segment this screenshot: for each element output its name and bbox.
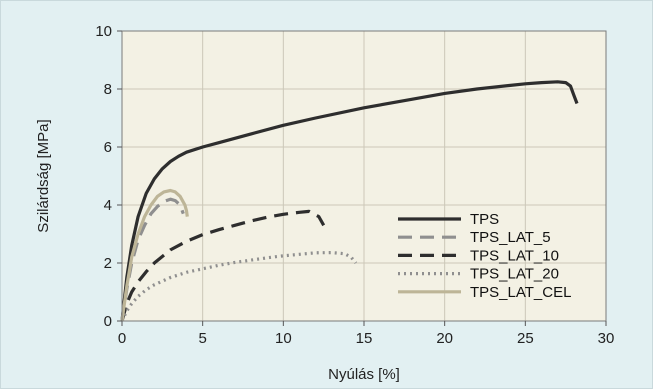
y-tick-label: 0 xyxy=(104,313,112,330)
series-line-tps-lat-20 xyxy=(120,251,358,322)
series-line-tps-lat-cel xyxy=(120,188,189,322)
x-tick-label: 15 xyxy=(356,330,373,347)
x-tick-label: 10 xyxy=(275,330,292,347)
grid-lines xyxy=(122,31,606,321)
x-tick-label: 5 xyxy=(198,330,206,347)
x-tick-label: 30 xyxy=(598,330,615,347)
x-tick-label: 20 xyxy=(436,330,453,347)
legend-label: TPS_LAT_10 xyxy=(470,247,559,264)
series-lines xyxy=(120,80,579,322)
y-tick-label: 8 xyxy=(104,81,112,98)
y-tick-label: 6 xyxy=(104,139,112,156)
axis-ticks: 0 5 10 15 20 25 30 0 2 4 6 8 10 xyxy=(95,23,614,347)
y-tick-label: 10 xyxy=(95,23,112,40)
y-tick-label: 4 xyxy=(104,197,112,214)
legend-label: TPS_LAT_CEL xyxy=(470,284,571,301)
legend-label: TPS_LAT_20 xyxy=(470,266,559,283)
x-axis-title: Nyúlás [%] xyxy=(328,366,400,383)
legend-label: TPS_LAT_5 xyxy=(470,229,551,246)
legend-label: TPS xyxy=(470,211,499,228)
y-axis-title: Szilárdság [MPa] xyxy=(35,119,52,232)
series-line-tps xyxy=(120,80,579,322)
x-tick-label: 0 xyxy=(118,330,126,347)
series-line-tps-lat-10 xyxy=(120,209,326,322)
x-tick-label: 25 xyxy=(517,330,534,347)
y-tick-label: 2 xyxy=(104,255,112,272)
